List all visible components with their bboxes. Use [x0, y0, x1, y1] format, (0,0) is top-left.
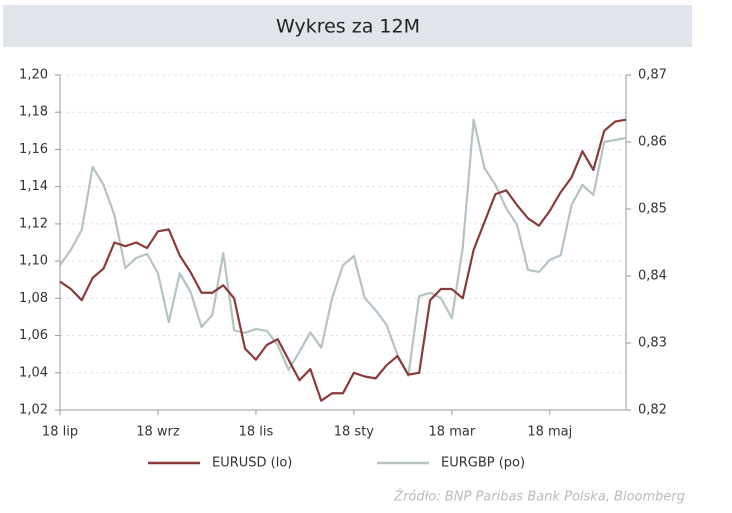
y-tick-label: 1,08: [19, 291, 48, 306]
x-tick-label: 18 lis: [239, 425, 274, 440]
series-line: [59, 118, 627, 402]
y-tick-label: 1,04: [19, 365, 48, 380]
y-tick-label: 1,20: [19, 68, 48, 83]
y-tick-label: 1,12: [19, 216, 48, 231]
y2-tick-label: 0,86: [638, 135, 667, 150]
y-tick-label: 1,02: [19, 403, 48, 418]
y2-tick-label: 0,82: [638, 403, 667, 418]
y2-tick-label: 0,87: [638, 68, 667, 83]
y2-tick-label: 0,85: [638, 202, 667, 217]
y2-tick-label: 0,84: [638, 269, 667, 284]
y-tick-label: 1,06: [19, 328, 48, 343]
series-line: [59, 118, 627, 377]
x-tick-label: 18 wrz: [136, 425, 180, 440]
y-tick-label: 1,14: [19, 179, 48, 194]
x-tick-label: 18 maj: [527, 425, 572, 440]
legend-label: EURUSD (lo): [212, 456, 292, 471]
y-tick-label: 1,16: [19, 142, 48, 157]
title-bar: [3, 5, 692, 47]
legend-label: EURGBP (po): [441, 456, 525, 471]
y-tick-label: 1,10: [19, 254, 48, 269]
x-tick-label: 18 lip: [42, 425, 78, 440]
x-tick-label: 18 sty: [334, 425, 375, 440]
y-tick-label: 1,18: [19, 105, 48, 120]
x-tick-label: 18 mar: [429, 425, 476, 440]
y2-tick-label: 0,83: [638, 336, 667, 351]
chart-title: Wykres za 12M: [276, 16, 420, 38]
source: Źródło: BNP Paribas Bank Polska, Bloombe…: [393, 489, 685, 505]
